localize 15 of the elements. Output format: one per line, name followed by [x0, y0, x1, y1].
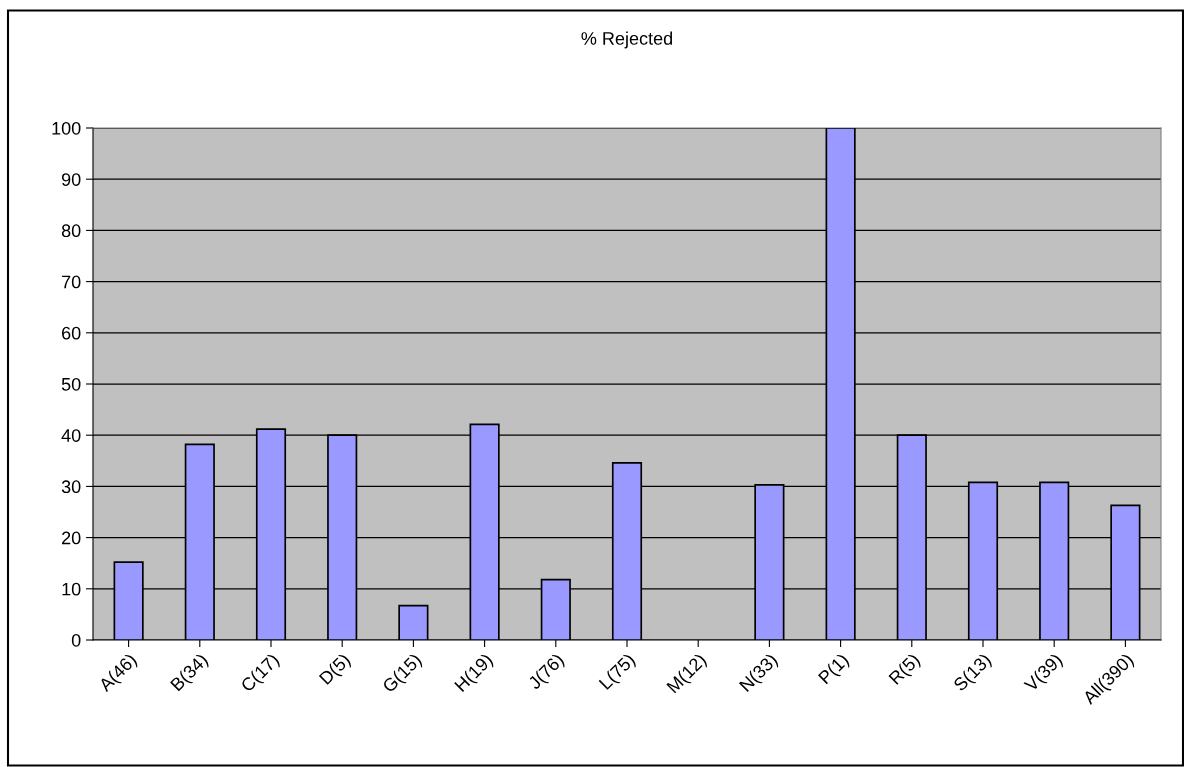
y-tick-label: 40 [61, 429, 81, 442]
y-tick-label: 10 [62, 582, 81, 596]
y-tick-label: 30 [61, 480, 81, 494]
y-tick-label: 20 [62, 531, 81, 545]
y-tick-label: 90 [61, 173, 81, 186]
y-tick-label: 60 [62, 326, 81, 340]
y-tick-label: 80 [61, 224, 81, 238]
x-tick-label: D(5) [318, 652, 354, 688]
y-tick-label: 100 [52, 121, 81, 135]
x-tick-label: P(1) [817, 652, 852, 687]
y-tick-label: 0 [71, 633, 81, 647]
y-tick-label: 70 [62, 275, 81, 289]
chart-title: % Rejected [581, 31, 672, 49]
y-tick-label: 50 [61, 377, 81, 391]
x-tick-label: R(5) [888, 652, 923, 688]
